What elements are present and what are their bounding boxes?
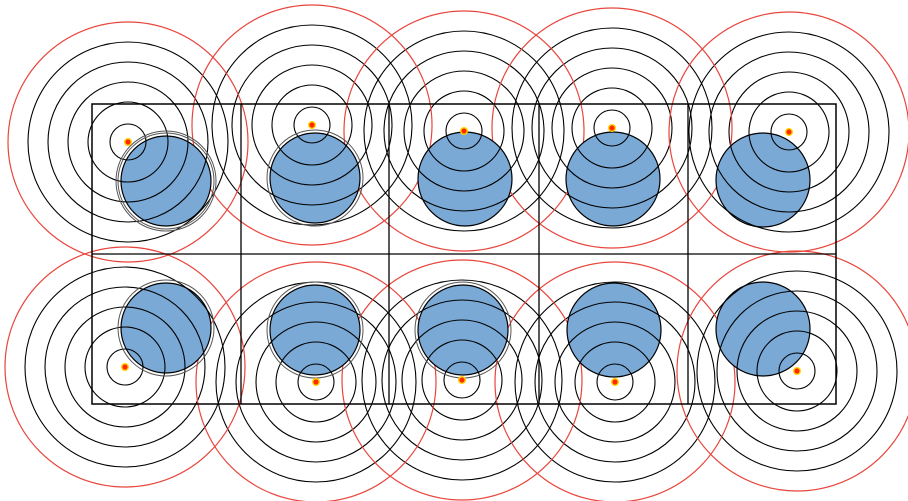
disc-arc-r1c4-3: [566, 132, 660, 189]
source-dot-r2c1: [122, 364, 128, 370]
disc-arc-r2c4-2: [574, 341, 656, 377]
disc-arc-r1c5-4: [716, 133, 810, 213]
disc-arc-r1c5-3: [728, 133, 810, 193]
ring-r2c4-5: [514, 281, 716, 483]
discs-layer: [115, 129, 811, 379]
red-ring-r1c5: [668, 11, 908, 253]
disc-r1c5: [715, 132, 811, 228]
disc-arc-r1c4-1: [593, 132, 631, 147]
disc-r2c1: [120, 282, 212, 374]
disc-arc-r1c4-4: [566, 132, 660, 209]
red-ring-r2c4: [494, 261, 736, 501]
disc-arc-r1c4-2: [571, 132, 653, 169]
disc-r2c3: [417, 284, 509, 376]
ring-r2c1-5: [24, 266, 226, 468]
disc-arcs-r2c2: [270, 285, 360, 375]
disc-arc-r1c3-4: [418, 132, 512, 212]
disc-outline-r2c1-1: [117, 279, 215, 377]
source-dot-r2c5: [794, 368, 800, 374]
disc-outline-r2c2-1: [266, 281, 364, 379]
ring-r2c3-5: [361, 279, 563, 481]
disc-arc-r1c2-3: [270, 133, 360, 186]
disc-arc-r2c3-4: [418, 299, 508, 375]
disc-arc-r1c3-1: [445, 132, 483, 150]
ring-r2c5-4: [716, 290, 878, 452]
disc-arcs-r1c4: [566, 132, 660, 226]
disc-outline-r1c2-1: [266, 129, 364, 227]
disc-arcs-r1c5: [716, 133, 810, 227]
disc-arc-r2c4-3: [567, 321, 661, 377]
source-dot-r2c2: [313, 379, 319, 385]
disc-arc-r1c2-2: [271, 133, 353, 166]
disc-outline-r1c1-1: [117, 132, 215, 230]
ring-r1c5-5: [688, 31, 890, 233]
red-ring-r1c4: [491, 7, 733, 249]
disc-arc-r2c1-2: [121, 326, 166, 373]
disc-arc-r1c5-1: [770, 133, 808, 151]
source-dot-r2c4: [612, 379, 618, 385]
disc-arc-r2c2-1: [297, 363, 335, 375]
red-ring-r1c1: [7, 21, 249, 263]
ring-r2c5-5: [696, 270, 898, 472]
disc-arcs-r2c4: [567, 283, 661, 377]
disc-arc-r1c1-1: [121, 136, 147, 161]
disc-arc-r2c4-1: [596, 363, 634, 377]
disc-arcs-r1c2: [270, 133, 360, 223]
disc-arc-r1c2-4: [270, 133, 360, 206]
disc-arc-r2c5-1: [778, 352, 810, 376]
disc-arc-r2c2-4: [270, 301, 360, 375]
disc-arc-r2c3-3: [418, 319, 508, 375]
disc-r1c3: [417, 131, 513, 227]
ring-r1c4-5: [511, 27, 713, 229]
disc-arc-r2c5-2: [756, 330, 810, 376]
red-ring-r2c2: [195, 261, 437, 501]
ring-r1c3-5: [363, 30, 565, 232]
disc-arc-r2c2-2: [275, 341, 357, 375]
disc-arcs-r1c3: [418, 132, 512, 226]
disc-r2c4: [566, 282, 662, 378]
ring-r2c1-4: [44, 286, 206, 448]
disc-arcs-r2c3: [418, 285, 508, 375]
disc-r2c2: [269, 284, 361, 376]
sources-layer: [121, 121, 801, 386]
ring-r1c2-5: [211, 24, 413, 226]
source-dot-r1c5: [786, 129, 792, 135]
disc-arc-r1c3-2: [423, 132, 505, 172]
source-dot-r1c2: [309, 122, 315, 128]
red-ring-r1c2: [191, 4, 433, 246]
disc-arc-r1c2-1: [293, 133, 331, 144]
disc-arc-r2c3-1: [443, 361, 481, 375]
red-ring-r2c3: [341, 259, 583, 501]
red-ring-r1c3: [343, 10, 585, 252]
disc-r1c4: [565, 131, 661, 227]
source-dot-r1c4: [609, 125, 615, 131]
ring-r1c1-4: [47, 61, 209, 223]
source-dot-r1c3: [461, 128, 467, 134]
disc-arc-r2c4-4: [567, 301, 661, 377]
red-ring-r2c1: [4, 246, 246, 488]
source-dot-r1c1: [125, 139, 131, 145]
red-ring-r2c5: [676, 250, 908, 492]
ring-r1c1-5: [27, 41, 229, 243]
disc-outline-r1c1-2: [115, 130, 217, 232]
disc-arc-r1c3-3: [418, 132, 512, 192]
red-rings-layer: [4, 4, 908, 501]
disc-arc-r2c3-2: [421, 339, 503, 375]
disc-arc-r2c2-3: [270, 321, 360, 375]
grid-frame-layer: [91, 103, 837, 405]
disc-arc-r1c1-3: [121, 136, 189, 203]
disc-arc-r1c1-2: [121, 136, 169, 183]
disc-arc-r1c5-2: [748, 133, 810, 173]
source-dot-r2c3: [459, 377, 465, 383]
